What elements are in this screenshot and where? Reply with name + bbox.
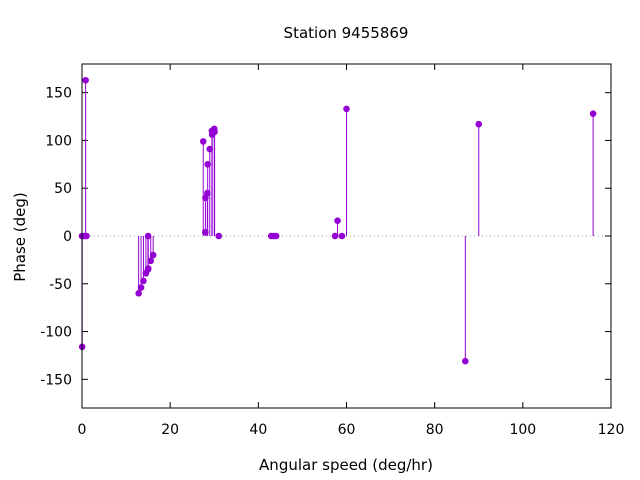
x-tick-label: 60 [338,422,356,438]
data-point [334,217,341,225]
data-point [475,120,483,128]
data-point [338,232,346,240]
y-tick-label: 100 [45,133,72,149]
data-point [147,257,155,265]
data-point [331,232,339,240]
plot-frame [81,63,612,409]
data-point [140,277,147,285]
data-point [149,251,157,259]
data-point [83,232,90,240]
y-tick-label: -50 [49,277,72,293]
y-tick-label: -100 [40,325,72,341]
data-point [82,76,89,84]
data-point [135,290,142,297]
x-tick-label: 100 [509,422,536,438]
data-point [215,232,223,240]
y-tick-label: -150 [40,372,72,388]
y-tick-label: 150 [45,86,72,102]
chart-title: Station 9455869 [284,24,409,42]
x-tick-label: 80 [426,422,444,438]
y-tick-label: 0 [63,229,72,245]
data-point [343,105,350,113]
data-point [145,265,152,272]
data-point [137,284,145,291]
data-marks [78,76,597,365]
data-point [199,138,207,145]
y-tick-label: 50 [54,181,72,197]
data-point [272,232,280,240]
y-axis-title: Phase (deg) [11,192,29,282]
x-tick-label: 40 [249,422,267,438]
axis-ticks: 0 20 40 60 80 100 120 -150 -100 -50 0 50 100 150 [40,64,624,438]
x-tick-label: 0 [78,422,87,438]
data-point [589,110,597,117]
x-tick-label: 120 [598,422,625,438]
x-tick-label: 20 [161,422,179,438]
data-point [462,357,469,365]
data-point [211,128,218,136]
x-axis-title: Angular speed (deg/hr) [259,456,433,474]
